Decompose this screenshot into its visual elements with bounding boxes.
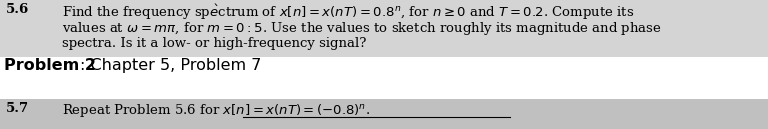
Text: spectra. Is it a low- or high-frequency signal?: spectra. Is it a low- or high-frequency … (62, 37, 366, 50)
Text: Repeat Problem 5.6 for $x[n] = x(nT) = (-0.8)^n$.: Repeat Problem 5.6 for $x[n] = x(nT) = (… (62, 102, 370, 119)
Text: Find the frequency sp$\grave{e}$ctrum of $x[n] = x(nT) = 0.8^n$, for $n \geq 0$ : Find the frequency sp$\grave{e}$ctrum of… (62, 3, 634, 22)
FancyBboxPatch shape (0, 0, 768, 87)
Text: 5.7: 5.7 (6, 102, 29, 115)
Text: Problem 2: Problem 2 (4, 58, 96, 73)
Text: : Chapter 5, Problem 7: : Chapter 5, Problem 7 (80, 58, 261, 73)
Text: values at $\omega = m\pi$, for $m = 0 : 5$. Use the values to sketch roughly its: values at $\omega = m\pi$, for $m = 0 : … (62, 20, 662, 37)
Text: 5.6: 5.6 (6, 3, 29, 16)
FancyBboxPatch shape (0, 99, 768, 129)
FancyBboxPatch shape (0, 57, 768, 99)
